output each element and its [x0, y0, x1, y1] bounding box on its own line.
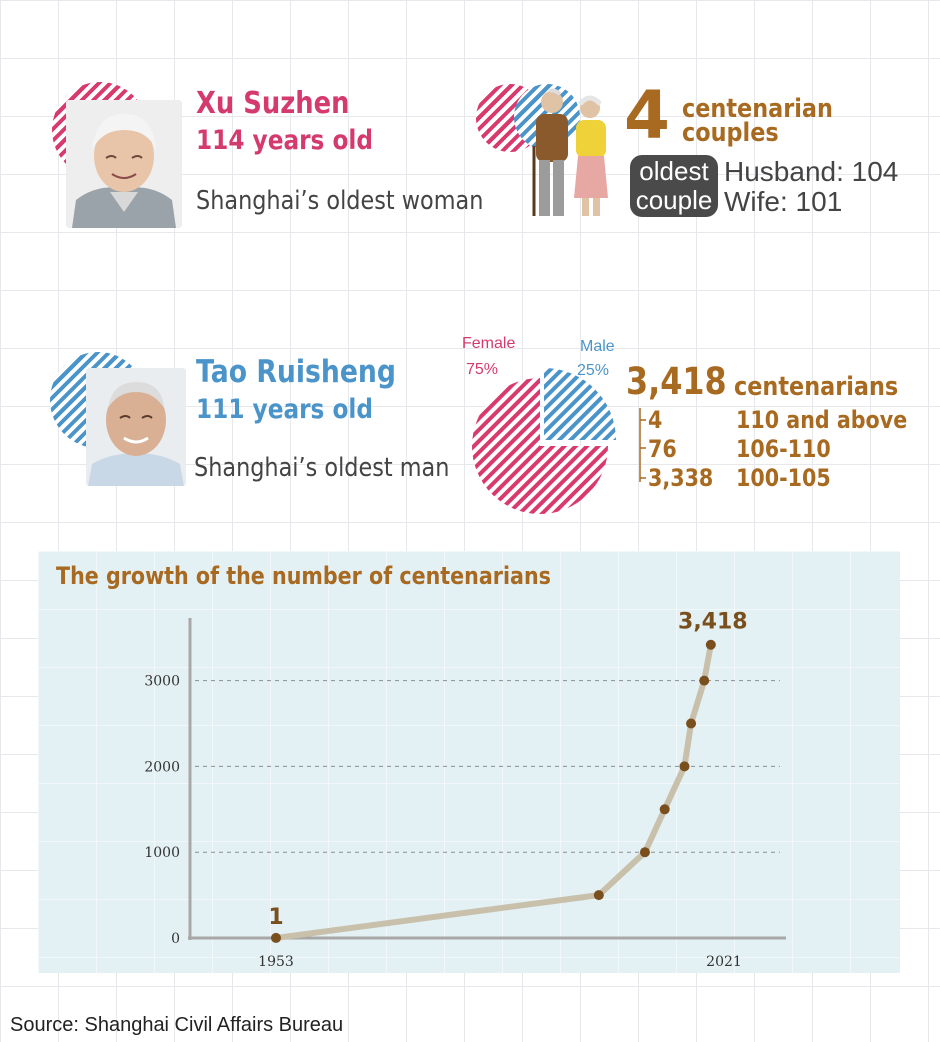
data-point	[679, 761, 690, 772]
source-note: Source: Shanghai Civil Affairs Bureau	[10, 1014, 344, 1036]
data-point	[699, 675, 710, 686]
pie-female-pct: 75%	[466, 361, 499, 378]
couples-label-1: centenarian	[682, 94, 833, 124]
woman-age: 114 years old	[196, 125, 373, 156]
data-point	[705, 639, 716, 650]
pie-female-label: Female	[462, 335, 516, 352]
man-age: 111 years old	[196, 394, 373, 425]
wife-age: Wife: 101	[724, 186, 843, 217]
totals-row-range: 110 and above	[736, 406, 908, 434]
totals-row-count: 76	[648, 435, 677, 463]
series-line	[273, 641, 714, 941]
y-tick-label: 2000	[144, 759, 180, 775]
totals-row-count: 4	[648, 406, 663, 434]
data-point	[659, 804, 670, 815]
data-point	[686, 718, 697, 729]
man-name: Tao Ruisheng	[196, 354, 396, 390]
growth-chart-panel	[38, 551, 900, 973]
husband-age: Husband: 104	[724, 156, 899, 187]
totals-row-range: 100-105	[736, 464, 831, 492]
totals-row-range: 106-110	[736, 435, 831, 463]
couples-label-2: couples	[682, 118, 779, 148]
oldest-couple-badge: oldest couple	[630, 155, 718, 217]
man-portrait	[86, 368, 186, 486]
gender-pie-chart	[472, 368, 616, 514]
y-tick-label: 1000	[144, 845, 180, 861]
oldest-couple-badge-line2: couple	[635, 185, 713, 215]
couples-count: 4	[624, 77, 670, 154]
total-label: centenarians	[734, 372, 899, 402]
man-portrait-illustration	[86, 368, 186, 486]
woman-portrait-illustration	[66, 100, 182, 228]
y-tick-label: 0	[171, 931, 180, 947]
totals-bracket	[639, 408, 646, 482]
y-tick-label: 3000	[144, 674, 180, 690]
totals-row-count: 3,338	[648, 464, 714, 492]
pie-male-label: Male	[580, 338, 615, 355]
total-count: 3,418	[626, 360, 727, 403]
pie-slice-female	[472, 378, 608, 514]
data-point	[639, 847, 650, 858]
annotation-last-value: 3,418	[678, 610, 748, 635]
woman-caption: Shanghai’s oldest woman	[196, 186, 484, 216]
x-tick-label: 1953	[258, 954, 294, 970]
pie-slice-male	[544, 368, 616, 440]
x-tick-label: 2021	[706, 954, 742, 970]
woman-portrait	[66, 100, 182, 228]
man-caption: Shanghai’s oldest man	[194, 453, 450, 483]
pie-male-pct: 25%	[577, 362, 610, 379]
oldest-couple-badge-line1: oldest	[639, 156, 709, 186]
data-point	[593, 890, 604, 901]
annotation-first-value: 1	[268, 905, 283, 930]
elderly-couple-icon	[532, 88, 608, 216]
woman-name: Xu Suzhen	[196, 86, 350, 121]
chart-title: The growth of the number of centenarians	[56, 562, 551, 590]
data-point	[271, 932, 281, 943]
